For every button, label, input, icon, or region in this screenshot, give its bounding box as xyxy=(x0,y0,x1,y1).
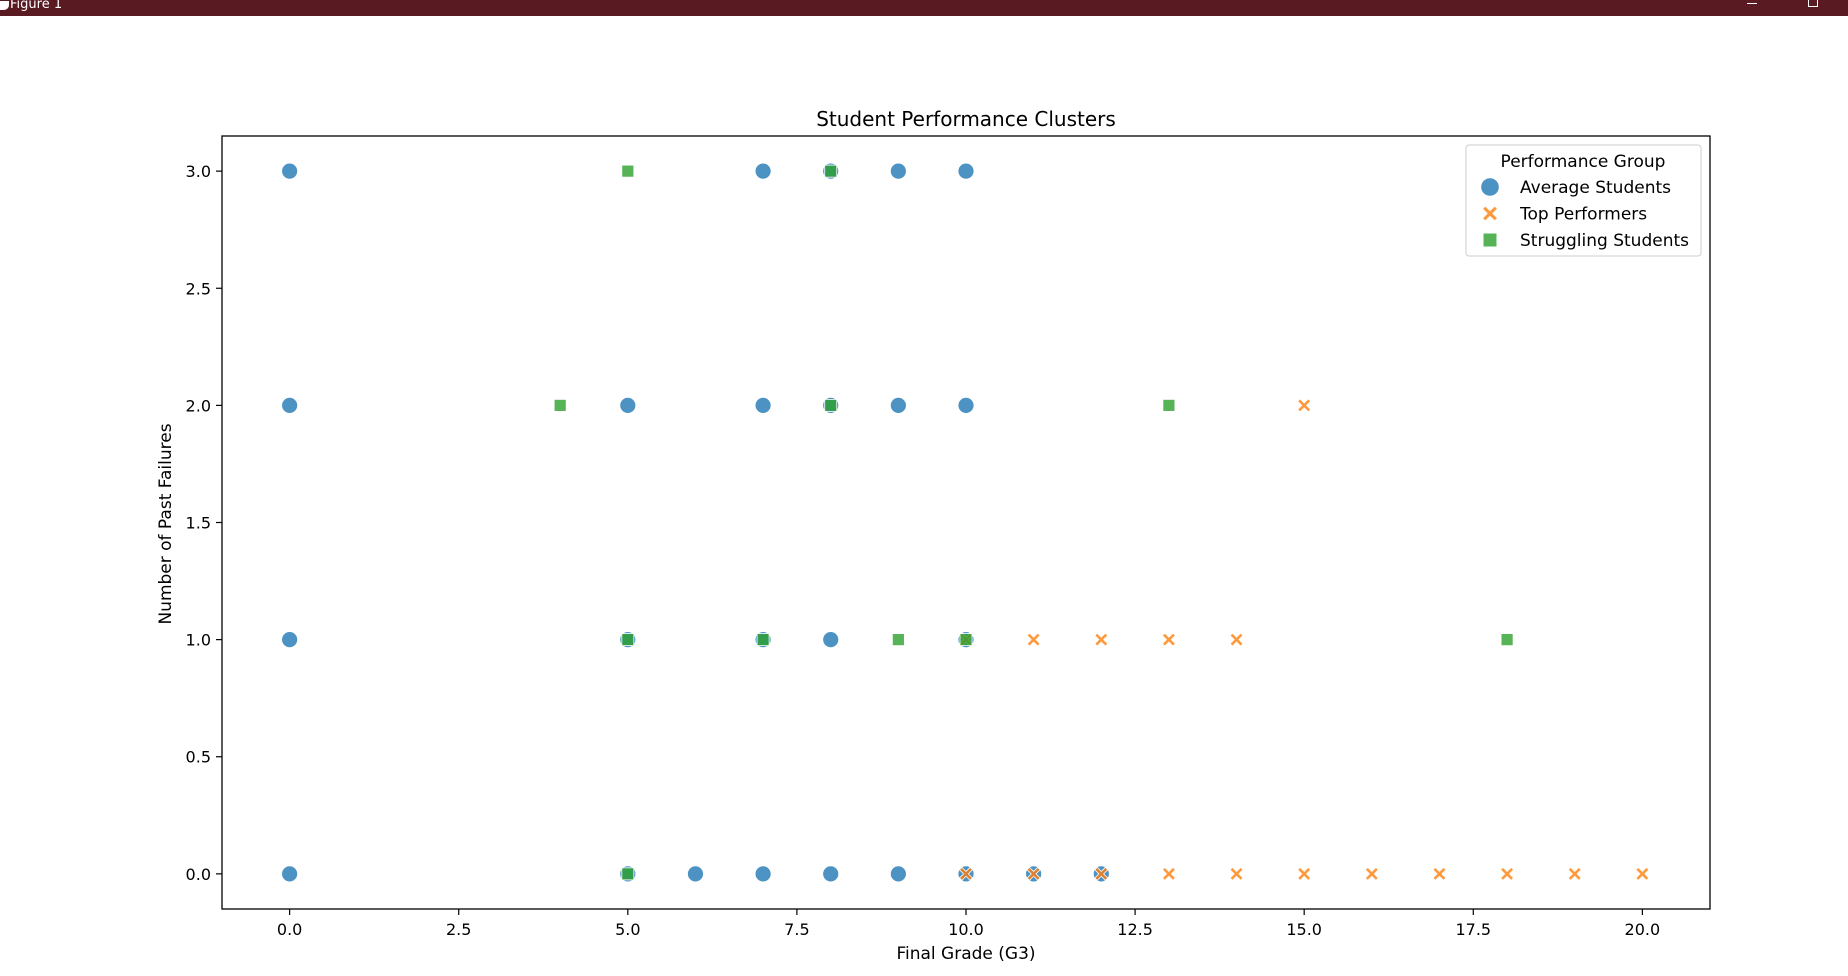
data-point xyxy=(1635,866,1650,881)
x-axis-label: Final Grade (G3) xyxy=(896,944,1035,964)
data-point xyxy=(824,164,838,178)
data-point xyxy=(756,633,770,647)
series-struggling-students xyxy=(553,164,1514,881)
data-point xyxy=(281,162,299,180)
data-point xyxy=(1297,866,1312,881)
data-point xyxy=(959,633,973,647)
data-point xyxy=(1297,398,1312,413)
data-point xyxy=(891,633,905,647)
close-icon[interactable] xyxy=(1822,0,1848,16)
series-top-performers xyxy=(958,398,1650,881)
data-point xyxy=(1094,866,1109,881)
data-point xyxy=(889,865,907,883)
x-tick-label: 7.5 xyxy=(784,920,809,939)
legend-marker xyxy=(1482,232,1498,248)
legend-marker xyxy=(1480,177,1500,197)
data-point xyxy=(822,631,840,649)
window-titlebar: Figure 1 xyxy=(0,0,1848,16)
y-tick-label: 1.0 xyxy=(186,631,211,650)
x-tick-label: 2.5 xyxy=(446,920,471,939)
data-point xyxy=(1229,632,1244,647)
data-point xyxy=(957,396,975,414)
x-tick-label: 10.0 xyxy=(948,920,984,939)
x-tick-label: 12.5 xyxy=(1117,920,1153,939)
data-point xyxy=(824,398,838,412)
data-point xyxy=(281,631,299,649)
data-point xyxy=(1500,633,1514,647)
y-tick-label: 2.5 xyxy=(186,279,211,298)
x-tick-label: 5.0 xyxy=(615,920,640,939)
legend: Performance Group Average Students Top Pe… xyxy=(1465,144,1702,257)
chart-title: Student Performance Clusters xyxy=(816,107,1116,131)
y-tick-label: 1.5 xyxy=(186,514,211,533)
y-axis: 0.0 0.5 1.0 1.5 2.0 2.5 3.0 xyxy=(186,162,222,884)
maximize-icon[interactable] xyxy=(1805,0,1819,10)
legend-entries: Average Students Top Performers Struggling… xyxy=(1480,177,1689,251)
data-point xyxy=(1026,866,1041,881)
x-axis: 0.0 2.5 5.0 7.5 10.0 12.5 15.0 17.5 20.0 xyxy=(277,909,1660,939)
legend-marker xyxy=(1481,205,1499,222)
data-point xyxy=(1094,632,1109,647)
data-point xyxy=(1161,632,1176,647)
legend-label: Struggling Students xyxy=(1520,231,1689,251)
data-point xyxy=(1229,866,1244,881)
legend-entry: Top Performers xyxy=(1481,205,1647,225)
data-point xyxy=(889,396,907,414)
data-point xyxy=(619,396,637,414)
data-point xyxy=(889,162,907,180)
data-point xyxy=(687,865,704,883)
y-tick-label: 2.0 xyxy=(186,396,211,415)
data-point xyxy=(1162,398,1176,412)
data-point xyxy=(553,398,567,412)
data-point xyxy=(1364,866,1379,881)
x-tick-label: 20.0 xyxy=(1625,920,1661,939)
legend-label: Top Performers xyxy=(1519,205,1647,225)
data-point xyxy=(1500,866,1515,881)
data-point xyxy=(1161,866,1176,881)
data-point xyxy=(281,396,299,414)
data-point xyxy=(958,866,974,881)
scatter-chart: Student Performance Clusters 0.0 2.5 5.0 7.… xyxy=(0,16,1848,976)
y-tick-label: 0.0 xyxy=(186,865,211,884)
data-point xyxy=(621,164,635,178)
data-point xyxy=(1432,866,1447,881)
y-tick-label: 0.5 xyxy=(186,748,211,767)
legend-box xyxy=(1465,144,1702,257)
data-point xyxy=(754,162,772,180)
data-point xyxy=(621,867,635,881)
legend-entry: Struggling Students xyxy=(1482,231,1689,251)
data-point xyxy=(754,396,772,414)
legend-label: Average Students xyxy=(1520,178,1671,198)
y-tick-label: 3.0 xyxy=(186,162,211,181)
x-tick-label: 15.0 xyxy=(1286,920,1322,939)
data-point xyxy=(754,865,772,883)
y-axis-label: Number of Past Failures xyxy=(156,423,176,624)
data-point xyxy=(957,162,975,180)
data-point xyxy=(822,865,840,883)
x-tick-label: 17.5 xyxy=(1455,920,1491,939)
legend-entry: Average Students xyxy=(1480,177,1671,198)
data-point xyxy=(1026,632,1041,647)
data-points xyxy=(281,162,1650,883)
x-tick-label: 0.0 xyxy=(277,920,302,939)
window-title: Figure 1 xyxy=(10,0,63,12)
data-point xyxy=(621,633,635,647)
data-point xyxy=(1567,866,1582,881)
data-point xyxy=(281,865,299,883)
app-icon xyxy=(0,1,9,10)
legend-title: Performance Group xyxy=(1501,152,1666,172)
minimize-icon[interactable] xyxy=(1745,0,1759,6)
